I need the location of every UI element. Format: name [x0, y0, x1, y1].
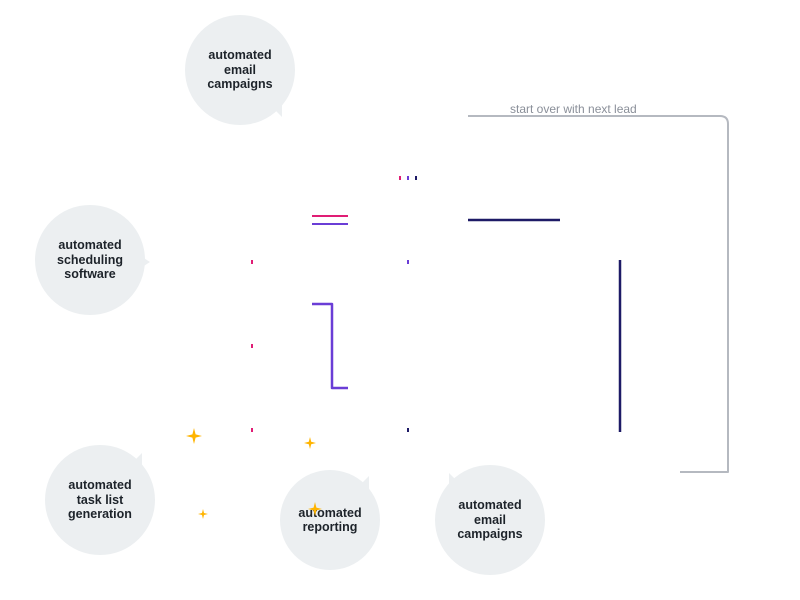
- node-yes: "Yes" for Event: [192, 348, 312, 428]
- callout-c2: automated scheduling software: [35, 205, 145, 315]
- node-contact: Contact Lead: [348, 180, 468, 260]
- callout-c3: automated task list generation: [45, 445, 155, 555]
- node-cantreach: Can't Reach?: [348, 264, 468, 344]
- callout-text: automated task list generation: [61, 478, 139, 521]
- node-label: Mark as "Won": [206, 482, 298, 496]
- callout-c5: automated email campaigns: [435, 465, 545, 575]
- node-label: Set Up Call: [218, 313, 287, 327]
- node-label: Mark as "Lost": [574, 482, 666, 496]
- check-circle-icon: [237, 196, 267, 226]
- node-label: Can't Reach?: [367, 314, 450, 328]
- node-label: Research Lead: [362, 144, 455, 158]
- node-qualify: Qualify Lead: [192, 180, 312, 260]
- callout-text: automated email campaigns: [201, 48, 279, 91]
- callout-text: automated scheduling software: [51, 238, 129, 281]
- node-label: Nurture: [385, 481, 432, 495]
- callout-text: automated reporting: [295, 506, 365, 535]
- help-icon: [393, 280, 423, 310]
- sparkle-icon: [186, 428, 202, 449]
- sparkle-icon: [304, 436, 316, 454]
- sparkle-icon: [198, 506, 208, 524]
- callout-c1: automated email campaigns: [185, 15, 295, 125]
- book-icon: [392, 114, 424, 140]
- callout-text: automated email campaigns: [451, 498, 529, 541]
- flowchart-stage: Research Lead Qualify Lead Contact Lead Dis…: [0, 0, 800, 600]
- node-research: Research Lead: [348, 96, 468, 176]
- thumbs-down-icon: [393, 365, 423, 393]
- node-no: "No" for Event: [348, 348, 468, 428]
- node-label: Qualify Lead: [213, 230, 291, 244]
- x-circle-icon: [605, 196, 635, 226]
- calendar-icon: [237, 281, 267, 309]
- node-label: "Yes" for Event: [205, 397, 300, 411]
- node-lost: Mark as "Lost": [560, 432, 680, 512]
- node-setup: Set Up Call: [192, 264, 312, 344]
- callout-c4: automated reporting: [280, 470, 380, 570]
- node-disqualify: Disqualify Lead: [560, 180, 680, 260]
- sparkle-icon: [308, 502, 322, 521]
- node-label: "No" for Event: [363, 397, 453, 411]
- node-label: Disqualify Lead: [572, 230, 668, 244]
- thumbs-up-icon: [237, 365, 267, 393]
- phone-icon: [393, 196, 423, 226]
- edge-label-loop: start over with next lead: [510, 102, 637, 116]
- node-label: Contact Lead: [367, 230, 449, 244]
- trophy-icon: [237, 448, 267, 478]
- trash-icon: [606, 448, 634, 478]
- sprout-icon: [393, 449, 423, 477]
